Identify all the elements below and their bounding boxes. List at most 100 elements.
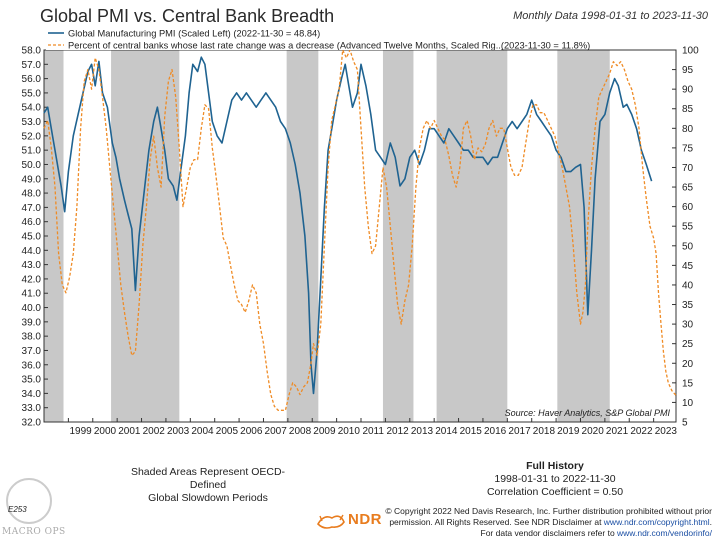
right-axis-tick-label: 85	[682, 104, 694, 115]
left-axis-tick-label: 45.0	[22, 232, 42, 243]
x-axis-tick-label: 2016	[484, 426, 507, 437]
shaded-period-2	[286, 50, 319, 422]
right-axis-tick-label: 50	[682, 241, 694, 252]
left-axis-tick-label: 50.0	[22, 160, 42, 171]
central-bank-series-line	[43, 49, 677, 411]
left-axis-tick-label: 35.0	[22, 375, 42, 386]
x-axis-tick-label: 2011	[362, 426, 384, 437]
x-axis-tick-label: 2019	[557, 426, 580, 437]
left-axis-tick-label: 54.0	[22, 103, 42, 114]
left-axis-tick-label: 33.0	[22, 403, 42, 414]
right-axis-tick-label: 90	[682, 85, 694, 96]
right-axis-tick-label: 75	[682, 143, 694, 154]
left-axis-tick-label: 36.0	[22, 360, 42, 371]
x-axis-tick-label: 2006	[240, 426, 263, 437]
legend-label-pmi: Global Manufacturing PMI (Scaled Left) (…	[68, 29, 320, 39]
copyright-line-1: © Copyright 2022 Ned Davis Research, Inc…	[385, 506, 712, 516]
right-axis-tick-label: 55	[682, 222, 694, 233]
vendor-info-link[interactable]: www.ndr.com/vendorinfo/	[617, 528, 712, 538]
right-axis-tick-label: 95	[682, 65, 694, 76]
x-axis-tick-label: 2022	[630, 426, 653, 437]
shaded-period-1	[111, 50, 180, 422]
shading-note-line-1: Shaded Areas Represent OECD-Defined	[130, 466, 286, 491]
left-axis-tick-label: 55.0	[22, 88, 42, 99]
chart-code: E253	[8, 505, 27, 514]
right-axis-tick-label: 80	[682, 124, 694, 135]
left-axis-tick-label: 58.0	[22, 46, 42, 57]
x-axis-tick-label: 1999	[69, 426, 92, 437]
left-axis-tick-label: 47.0	[22, 203, 42, 214]
x-axis-tick-label: 2013	[411, 426, 434, 437]
x-axis-tick-label: 2018	[533, 426, 556, 437]
x-axis-tick-label: 2002	[143, 426, 166, 437]
chart-subtitle: Monthly Data 1998-01-31 to 2023-11-30	[513, 10, 708, 22]
left-axis-tick-label: 44.0	[22, 246, 42, 257]
history-box: Full History 1998-01-31 to 2022-11-30 Co…	[480, 460, 630, 499]
chart-title: Global PMI vs. Central Bank Breadth	[40, 6, 335, 26]
left-axis-tick-label: 37.0	[22, 346, 42, 357]
x-axis-tick-label: 2000	[94, 426, 117, 437]
right-axis-tick-label: 15	[682, 378, 694, 389]
right-axis-tick-label: 65	[682, 183, 694, 194]
history-heading: Full History	[526, 460, 584, 472]
history-range: 1998-01-31 to 2022-11-30	[494, 473, 616, 485]
chart-area: 32.0 33.0 34.0 35.0 36.0 37.0 38.0 39.0 40.0 41.0…	[22, 28, 699, 437]
left-axis-tick-label: 57.0	[22, 60, 42, 71]
right-axis-tick-label: 20	[682, 359, 694, 370]
x-axis-tick-label: 2020	[582, 426, 605, 437]
left-axis-tick-label: 42.0	[22, 274, 42, 285]
x-axis-tick-label: 2014	[435, 426, 458, 437]
x-axis-tick-label: 2021	[606, 426, 629, 437]
legend-background	[46, 28, 501, 50]
shaded-period-3	[382, 50, 414, 422]
left-axis-tick-label: 56.0	[22, 74, 42, 85]
left-axis-tick-label: 48.0	[22, 189, 42, 200]
macro-ops-logo-icon	[6, 478, 52, 524]
left-axis-tick-label: 34.0	[22, 389, 42, 400]
legend-label-central-bank: Percent of central banks whose last rate…	[68, 41, 590, 51]
x-axis-tick-label: 2003	[167, 426, 190, 437]
right-axis-tick-label: 60	[682, 202, 694, 213]
x-axis-tick-label: 2008	[289, 426, 312, 437]
x-axis-tick-label: 2005	[216, 426, 239, 437]
x-axis-tick-label: 2001	[118, 426, 141, 437]
shading-note: Shaded Areas Represent OECD-Defined Glob…	[118, 466, 298, 505]
left-axis-tick-label: 46.0	[22, 217, 42, 228]
left-axis-tick-label: 43.0	[22, 260, 42, 271]
x-axis-tick-label: 2010	[338, 426, 361, 437]
left-axis-tick-label: 52.0	[22, 131, 42, 142]
copyright-link[interactable]: www.ndr.com/copyright.html	[603, 517, 710, 527]
copyright-line-3: For data vendor disclaimers refer to www…	[385, 528, 713, 539]
pmi-series-line	[43, 56, 653, 395]
x-axis-tick-label: 2009	[313, 426, 336, 437]
left-axis-tick-label: 32.0	[22, 418, 42, 429]
shading-note-line-2: Global Slowdown Periods	[148, 492, 268, 504]
left-axis-tick-label: 38.0	[22, 332, 42, 343]
right-axis-tick-label: 5	[682, 418, 688, 429]
right-axis-tick-label: 35	[682, 300, 694, 311]
shaded-period-5	[557, 50, 610, 422]
x-axis-tick-label: 2004	[191, 426, 214, 437]
x-axis-tick-label: 2007	[265, 426, 288, 437]
left-axis-tick-label: 49.0	[22, 174, 42, 185]
copyright-line-3-text: For data vendor disclaimers refer to	[480, 528, 618, 538]
copyright-line-2: permission. All Rights Reserved. See NDR…	[389, 517, 712, 527]
left-axis-tick-label: 53.0	[22, 117, 42, 128]
right-axis-tick-label: 10	[682, 398, 694, 409]
right-axis-tick-label: 40	[682, 280, 694, 291]
copyright-footer: © Copyright 2022 Ned Davis Research, Inc…	[385, 506, 712, 539]
x-axis-tick-label: 2023	[655, 426, 678, 437]
ndr-brand: NDR	[348, 511, 382, 528]
x-axis-tick-label: 2015	[460, 426, 483, 437]
left-axis-tick-label: 40.0	[22, 303, 42, 314]
copyright-line-2-text: permission. All Rights Reserved. See NDR…	[389, 517, 604, 527]
right-axis-tick-label: 30	[682, 320, 694, 331]
source-note: Source: Haver Analytics, S&P Global PMI	[505, 408, 671, 418]
macro-ops-logo-text: MACRO OPS	[2, 527, 66, 537]
right-axis-tick-label: 45	[682, 261, 694, 272]
x-axis-tick-label: 2017	[508, 426, 531, 437]
left-axis-tick-label: 39.0	[22, 317, 42, 328]
ndr-bull-logo-icon	[316, 514, 345, 529]
shaded-period-0	[44, 50, 64, 422]
history-correlation: Correlation Coefficient = 0.50	[486, 486, 624, 498]
